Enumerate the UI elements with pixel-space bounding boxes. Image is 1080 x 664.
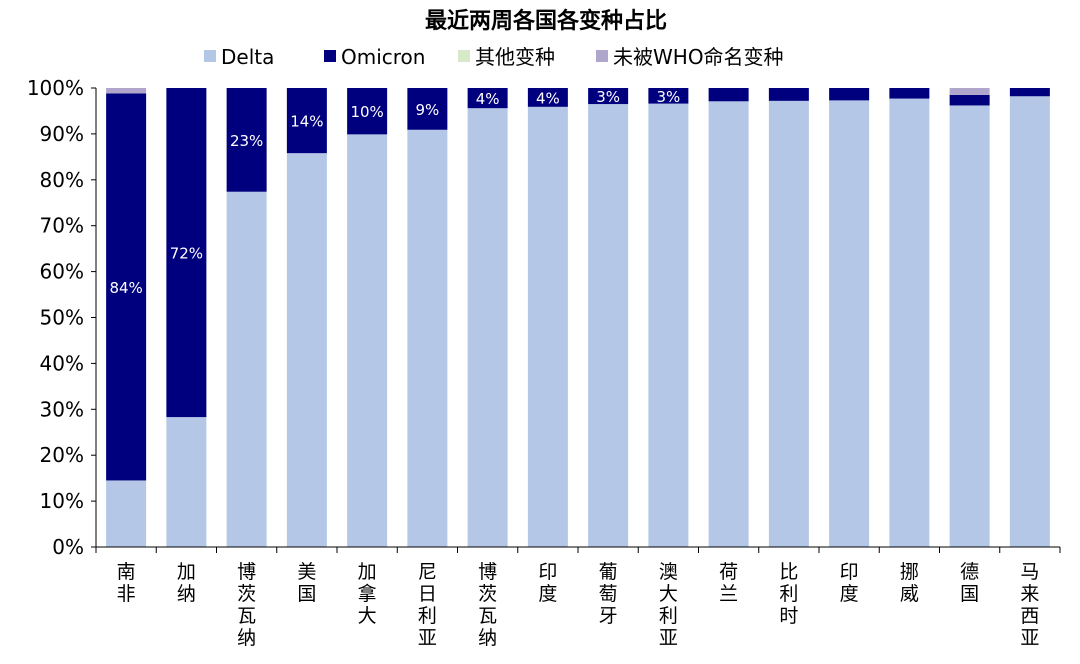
x-tick-label: 印度 (840, 561, 859, 605)
bar-segment (226, 88, 267, 192)
bar-segment (588, 104, 629, 547)
x-tick-label: 博茨瓦纳 (478, 561, 497, 649)
legend-label: Omicron (341, 45, 425, 69)
bar-segment (708, 88, 749, 102)
bar-segment (949, 105, 990, 547)
bar-segment (588, 88, 629, 105)
y-tick-label: 50% (40, 306, 84, 330)
category-labels: 南非加纳博茨瓦纳美国加拿大尼日利亚博茨瓦纳印度葡萄牙澳大利亚荷兰比利时印度挪威德… (117, 561, 1040, 649)
y-tick-label: 20% (40, 443, 84, 467)
y-tick-label: 10% (40, 489, 84, 513)
bar-segment (467, 108, 508, 548)
data-label: 4% (536, 89, 560, 107)
legend-swatch (458, 50, 470, 62)
data-label: 23% (230, 132, 263, 150)
y-tick-label: 70% (40, 214, 84, 238)
bar-segment (889, 98, 930, 547)
x-tick-label: 马来西亚 (1020, 561, 1039, 649)
bar-segment (1009, 96, 1050, 548)
y-tick-label: 80% (40, 168, 84, 192)
bar-segment (106, 480, 147, 547)
bar-segment (106, 88, 147, 94)
y-tick-label: 100% (27, 76, 84, 100)
x-tick-label: 印度 (538, 561, 557, 605)
plot-area: 84% 72% 23% 14% 10% 9% 4% 4% 3% 3% (106, 88, 1050, 548)
x-tick-label: 葡萄牙 (599, 561, 618, 627)
x-tick-label: 德国 (960, 561, 979, 605)
bar-segment (648, 103, 689, 547)
bar-segment (407, 129, 448, 548)
data-label: 3% (596, 88, 620, 106)
bar-segment (286, 153, 327, 548)
bar-segment (347, 134, 388, 547)
y-tick-label: 0% (52, 535, 84, 559)
bar-segment (949, 88, 990, 95)
y-tick-label: 90% (40, 122, 84, 146)
data-label: 84% (109, 279, 142, 297)
data-label: 72% (170, 245, 203, 263)
bar-segment (1009, 88, 1050, 97)
y-tick-label: 60% (40, 260, 84, 284)
x-tick-label: 挪威 (900, 561, 919, 605)
bar-segment (527, 88, 568, 107)
legend-swatch (596, 50, 608, 62)
bar-segment (166, 88, 207, 418)
bar-segment (527, 106, 568, 547)
data-label: 9% (415, 101, 439, 119)
bar-segment (407, 88, 448, 130)
bar-segment (467, 88, 508, 109)
x-tick-label: 尼日利亚 (418, 561, 437, 649)
bar-segment (829, 88, 870, 101)
legend-label: 未被WHO命名变种 (613, 45, 784, 69)
bar-segment (949, 94, 990, 106)
data-label: 10% (350, 103, 383, 121)
chart-title: 最近两周各国各变种占比 (425, 8, 667, 34)
bar-segment (889, 88, 930, 99)
legend-swatch (324, 50, 336, 62)
legend-label: Delta (221, 45, 274, 69)
x-tick-label: 澳大利亚 (659, 561, 678, 649)
x-tick-label: 加纳 (177, 561, 196, 605)
bar-segment (106, 93, 147, 481)
axes (95, 88, 1061, 553)
bar-segment (768, 88, 809, 101)
bar-segment (347, 88, 388, 135)
data-label: 4% (476, 90, 500, 108)
bar-segment (648, 88, 689, 104)
bar-segment (226, 191, 267, 547)
data-label: 3% (656, 88, 680, 106)
bar-segment (166, 417, 207, 547)
bar-segment (768, 100, 809, 548)
x-tick-label: 加拿大 (358, 561, 377, 627)
x-tick-label: 荷兰 (719, 561, 738, 605)
y-axis-ticks: 0% 10% 20% 30% 40% 50% 60% 70% 80% 90% 100% (27, 76, 96, 559)
data-label: 14% (290, 113, 323, 131)
x-tick-label: 南非 (117, 561, 136, 605)
bar-segment (829, 100, 870, 547)
x-tick-label: 博茨瓦纳 (237, 561, 256, 649)
legend: Delta Omicron 其他变种 未被WHO命名变种 (204, 45, 784, 69)
legend-swatch (204, 50, 216, 62)
legend-label: 其他变种 (475, 45, 555, 69)
bar-segment (286, 88, 327, 154)
y-tick-label: 30% (40, 397, 84, 421)
x-tick-label: 美国 (297, 561, 316, 605)
x-tick-label: 比利时 (779, 561, 798, 627)
y-tick-label: 40% (40, 351, 84, 375)
bar-segment (708, 101, 749, 547)
